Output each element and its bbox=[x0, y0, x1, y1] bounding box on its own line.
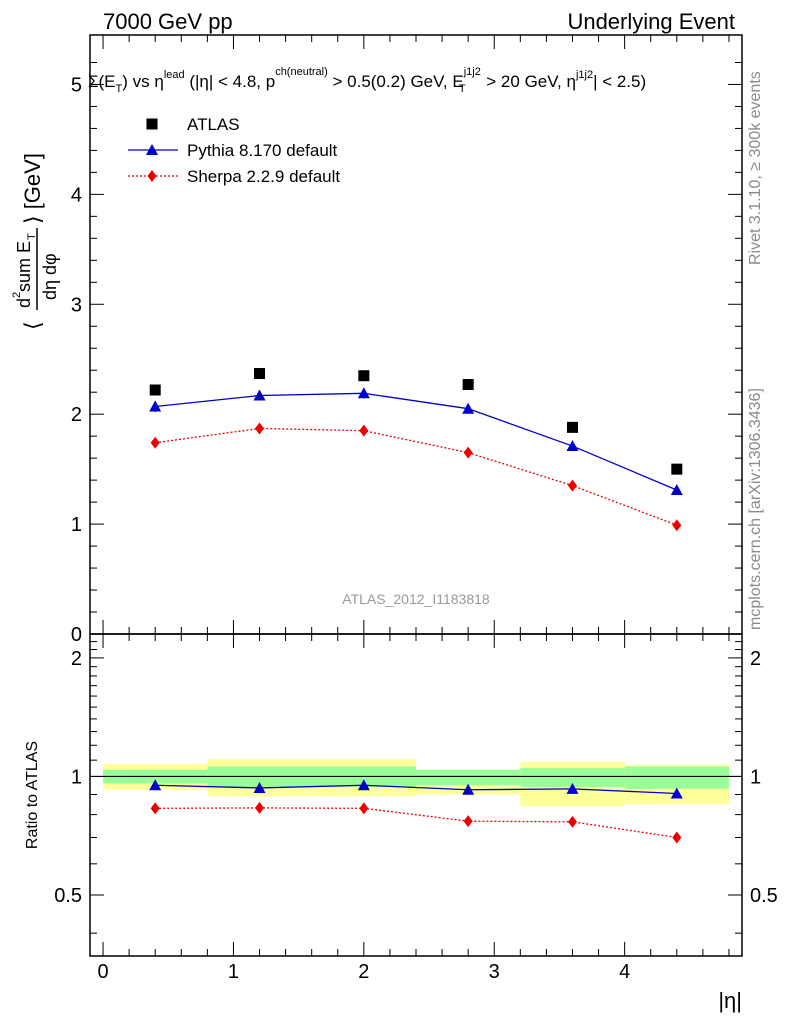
ratio-uncertainty-bands bbox=[103, 759, 729, 807]
ratio-series bbox=[149, 779, 683, 844]
x-tick-label: 4 bbox=[619, 961, 630, 983]
svg-text:⟨: ⟨ bbox=[20, 321, 45, 330]
data-point bbox=[253, 389, 266, 401]
svg-text:sum E: sum E bbox=[14, 241, 34, 292]
series-line bbox=[155, 784, 677, 795]
svg-text:2: 2 bbox=[11, 292, 23, 298]
series-line bbox=[155, 807, 677, 839]
ratio-ylabel: Ratio to ATLAS bbox=[24, 741, 41, 849]
data-point bbox=[255, 422, 265, 435]
data-point bbox=[359, 802, 369, 815]
main-series bbox=[149, 368, 683, 532]
series-line bbox=[155, 427, 678, 526]
data-point bbox=[566, 421, 578, 433]
data-point bbox=[255, 801, 265, 814]
data-point bbox=[253, 781, 266, 793]
x-tick-label: 1 bbox=[228, 961, 239, 983]
main-y-tick-label: 0 bbox=[71, 624, 82, 646]
ratio-y-tick-label-right: 1 bbox=[750, 766, 761, 788]
ratio-y-tick-label-right: 0.5 bbox=[750, 885, 778, 907]
ratio-y-tick-label-right: 2 bbox=[750, 648, 761, 670]
data-point bbox=[254, 368, 266, 380]
svg-text:d: d bbox=[14, 298, 34, 308]
header-right: Underlying Event bbox=[567, 9, 735, 34]
data-point bbox=[462, 379, 474, 391]
legend-entry: Pythia 8.170 default bbox=[128, 141, 338, 160]
data-point bbox=[672, 831, 682, 844]
legend-entry: Sherpa 2.2.9 default bbox=[128, 167, 340, 186]
data-point bbox=[358, 370, 370, 382]
green-band bbox=[624, 766, 729, 789]
x-tick-label: 2 bbox=[358, 961, 369, 983]
rivet-label: Rivet 3.1.10, ≥ 300k events bbox=[747, 71, 764, 265]
legend-label: ATLAS bbox=[187, 115, 240, 134]
series-sherpa-2-2-9-default bbox=[150, 801, 682, 844]
data-point bbox=[670, 484, 683, 496]
data-point bbox=[149, 779, 162, 791]
ratio-y-tick-label: 0.5 bbox=[54, 885, 82, 907]
series-pythia-8-170-default bbox=[149, 387, 683, 496]
ratio-y-tick-label: 1 bbox=[71, 766, 82, 788]
data-point bbox=[567, 815, 577, 828]
data-point bbox=[670, 787, 683, 799]
data-point bbox=[463, 815, 473, 828]
data-point bbox=[566, 440, 579, 452]
data-point bbox=[149, 384, 161, 396]
data-point bbox=[567, 479, 577, 492]
green-band bbox=[520, 768, 625, 788]
data-point bbox=[462, 783, 475, 795]
legend-label: Sherpa 2.2.9 default bbox=[187, 167, 340, 186]
green-band bbox=[416, 769, 521, 786]
main-y-tick-label: 2 bbox=[71, 404, 82, 426]
svg-text:⟩ [GeV]: ⟩ [GeV] bbox=[20, 153, 45, 224]
data-point bbox=[566, 782, 579, 794]
legend-marker bbox=[146, 144, 158, 155]
header-left: 7000 GeV pp bbox=[103, 9, 233, 34]
ratio-y-tick-label: 2 bbox=[71, 648, 82, 670]
series-sherpa-2-2-9-default bbox=[150, 422, 682, 532]
x-axis-label: |η| bbox=[718, 988, 742, 1013]
mcplots-label: mcplots.cern.ch [arXiv:1306.3436] bbox=[747, 388, 764, 630]
main-y-tick-label: 1 bbox=[71, 514, 82, 536]
data-point bbox=[463, 446, 473, 459]
legend-label: Pythia 8.170 default bbox=[187, 141, 338, 160]
main-y-tick-label: 3 bbox=[71, 294, 82, 316]
data-point bbox=[149, 400, 162, 412]
data-point bbox=[672, 519, 682, 532]
legend: ATLAS Pythia 8.170 default Sherpa 2.2.9 de… bbox=[128, 115, 340, 186]
data-point bbox=[671, 463, 683, 475]
main-y-tick-label: 4 bbox=[71, 184, 82, 206]
legend-marker bbox=[146, 118, 158, 130]
data-point bbox=[359, 424, 369, 437]
plot-subtitle: Σ(ET) vs ηlead (|η| < 4.8, pch(neutral) … bbox=[88, 66, 646, 95]
main-y-tick-label: 5 bbox=[71, 74, 82, 96]
data-point bbox=[150, 802, 160, 815]
data-point bbox=[150, 436, 160, 449]
series-line bbox=[155, 392, 678, 491]
data-point bbox=[357, 387, 370, 399]
analysis-id: ATLAS_2012_I1183818 bbox=[342, 591, 490, 607]
data-point bbox=[357, 779, 370, 791]
svg-text:T: T bbox=[26, 233, 38, 240]
series-atlas bbox=[149, 368, 683, 475]
svg-text:dη dφ: dη dφ bbox=[40, 253, 60, 300]
data-point bbox=[462, 402, 475, 414]
legend-marker bbox=[147, 170, 157, 182]
x-tick-label: 0 bbox=[97, 961, 108, 983]
legend-entry: ATLAS bbox=[146, 115, 240, 134]
series-pythia-8-170-default bbox=[149, 779, 683, 799]
x-tick-label: 3 bbox=[489, 961, 500, 983]
main-ylabel: ⟨ d 2 sum E T dη dφ ⟩ [GeV] bbox=[11, 153, 60, 330]
